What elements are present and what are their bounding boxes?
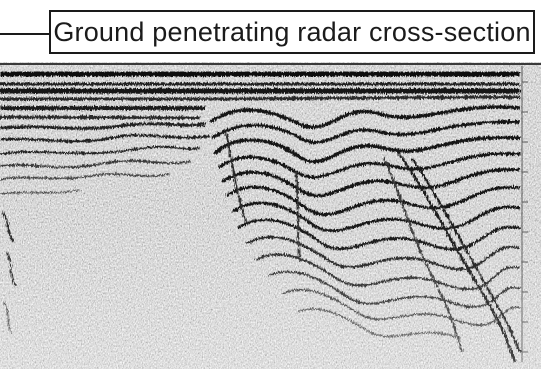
radargram-image (0, 62, 541, 369)
radar-fade (0, 212, 541, 369)
radargram-panel (0, 62, 541, 369)
title-leader (0, 33, 49, 35)
title-box: Ground penetrating radar cross-section (49, 10, 535, 54)
surface-reflectors (0, 71, 521, 120)
figure-title: Ground penetrating radar cross-section (53, 16, 531, 47)
left-layers (0, 122, 211, 195)
